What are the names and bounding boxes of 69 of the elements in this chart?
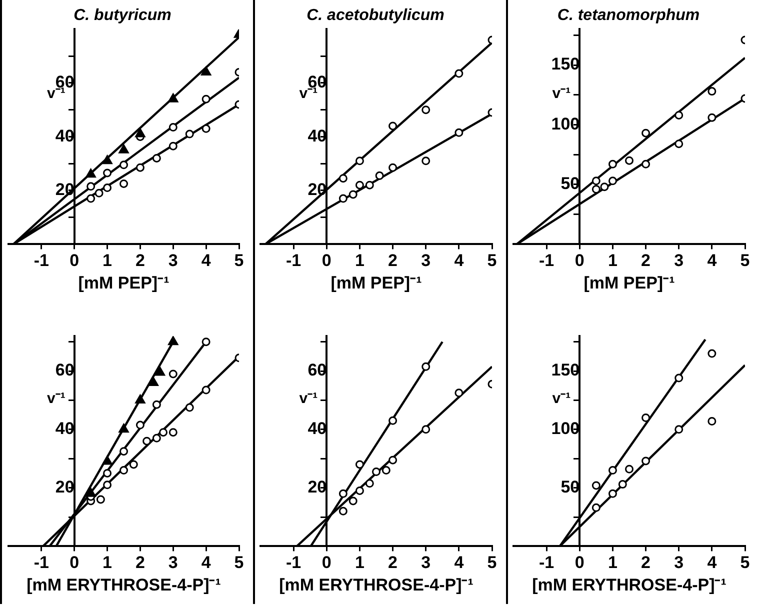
x-tick-label: 5 (487, 251, 497, 270)
y-tick-label: 40 (55, 126, 74, 146)
x-tick-label: 3 (421, 251, 431, 270)
y-tick-label: 20 (55, 478, 74, 496)
x-tick-label: 5 (234, 251, 244, 270)
x-tick-label: 2 (641, 553, 651, 572)
chart-title: C. acetobutylicum (306, 7, 444, 24)
x-tick-label: 5 (740, 553, 750, 572)
y-axis-title: v⁻¹ (47, 390, 66, 408)
x-tick-label: 1 (608, 251, 618, 270)
x-tick-label: -1 (286, 251, 302, 270)
x-axis-title: [mM ERYTHROSE-4-P]⁻¹ (532, 575, 727, 594)
y-axis-title: v⁻¹ (552, 84, 571, 102)
x-axis-title: [mM PEP]⁻¹ (584, 273, 676, 292)
x-tick-label: 4 (454, 553, 464, 572)
x-tick-label: 0 (574, 553, 584, 572)
x-tick-label: 3 (168, 251, 178, 270)
x-tick-label: 3 (421, 553, 431, 572)
x-tick-label: 0 (322, 553, 332, 572)
y-tick-label: 100 (551, 114, 580, 134)
y-tick-label: 40 (308, 419, 327, 438)
x-tick-label: -1 (34, 553, 49, 572)
x-tick-label: 0 (574, 251, 584, 270)
x-tick-label: 1 (354, 553, 364, 572)
x-tick-label: 4 (707, 251, 718, 270)
x-tick-label: 1 (102, 251, 112, 270)
x-axis-title: [mM ERYTHROSE-4-P]⁻¹ (279, 575, 474, 594)
x-tick-label: 4 (707, 553, 718, 572)
x-tick-label: 1 (102, 553, 112, 572)
x-tick-label: 4 (454, 251, 464, 270)
x-tick-label: 2 (135, 553, 145, 572)
y-tick-label: 20 (308, 478, 327, 496)
chart-title: C. tetanomorphum (557, 7, 700, 24)
x-tick-label: 4 (201, 251, 212, 270)
x-tick-label: 0 (70, 251, 80, 270)
x-tick-label: 3 (674, 251, 684, 270)
x-tick-label: 2 (135, 251, 145, 270)
y-tick-label: 100 (551, 419, 580, 438)
chart-title: C. butyricum (74, 7, 172, 24)
y-tick-label: 150 (551, 360, 580, 380)
x-axis-title: [mM PEP]⁻¹ (330, 273, 422, 292)
x-tick-label: 3 (674, 553, 684, 572)
y-axis-title: v⁻¹ (552, 390, 571, 408)
x-tick-label: 0 (322, 251, 332, 270)
x-tick-label: 5 (234, 553, 244, 572)
x-tick-label: 0 (70, 553, 80, 572)
x-tick-label: 1 (608, 553, 618, 572)
y-tick-label: 40 (308, 126, 327, 146)
x-tick-label: 4 (201, 553, 212, 572)
x-tick-label: -1 (539, 553, 554, 572)
y-tick-label: 60 (55, 360, 74, 380)
x-tick-label: 5 (740, 251, 750, 270)
x-tick-label: 1 (354, 251, 364, 270)
y-tick-label: 50 (560, 174, 580, 194)
x-tick-label: 5 (487, 553, 497, 572)
y-tick-label: 50 (560, 478, 580, 496)
x-tick-label: -1 (34, 251, 49, 270)
x-tick-label: -1 (539, 251, 554, 270)
y-tick-label: 40 (55, 419, 74, 438)
y-tick-label: 150 (551, 54, 580, 74)
x-axis-title: [mM PEP]⁻¹ (78, 273, 170, 292)
y-tick-label: 60 (308, 360, 327, 380)
x-tick-label: 2 (388, 553, 398, 572)
x-tick-label: -1 (286, 553, 302, 572)
x-tick-label: 3 (168, 553, 178, 572)
y-axis-title: v⁻¹ (299, 390, 318, 408)
x-axis-title: [mM ERYTHROSE-4-P]⁻¹ (26, 575, 222, 594)
x-tick-label: 2 (388, 251, 398, 270)
x-tick-label: 2 (641, 251, 651, 270)
